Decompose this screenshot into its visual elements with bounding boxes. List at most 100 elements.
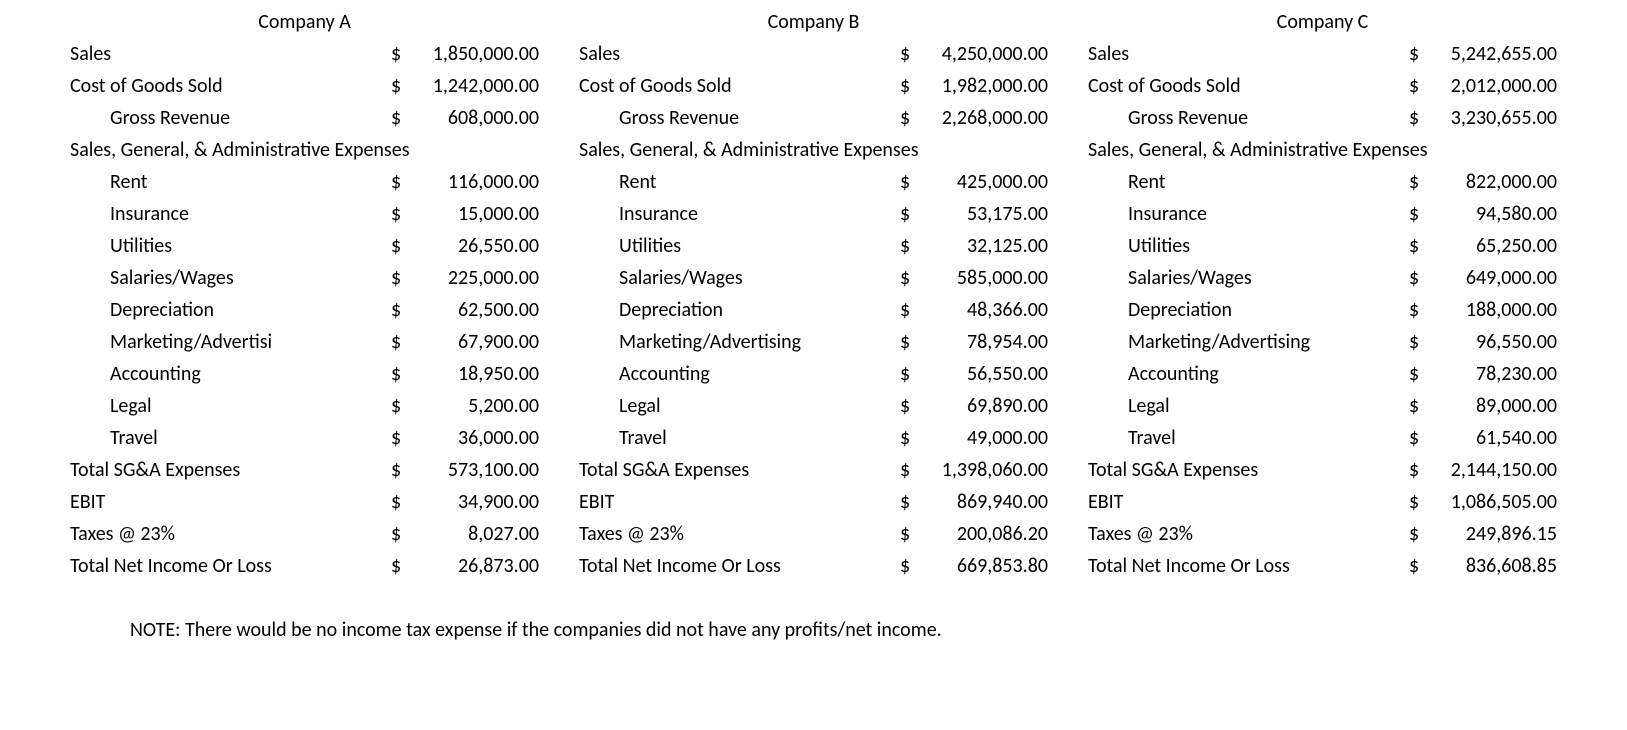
- row-sales: Sales $ 5,242,655.00: [1088, 38, 1557, 70]
- row-gross-revenue: Gross Revenue $ 3,230,655.00: [1088, 102, 1557, 134]
- currency-symbol: $: [391, 70, 409, 102]
- company-a-title: Company A: [70, 10, 539, 34]
- currency-symbol: $: [1409, 390, 1427, 422]
- label-depreciation: Depreciation: [579, 294, 900, 326]
- label-ebit: EBIT: [70, 486, 391, 518]
- value-depreciation: 62,500.00: [409, 294, 539, 326]
- value-taxes: 8,027.00: [409, 518, 539, 550]
- row-taxes: Taxes @ 23% $ 249,896.15: [1088, 518, 1557, 550]
- row-accounting: Accounting $ 78,230.00: [1088, 358, 1557, 390]
- row-net-income: Total Net Income Or Loss $ 836,608.85: [1088, 550, 1557, 582]
- label-net-income: Total Net Income Or Loss: [1088, 550, 1409, 582]
- label-utilities: Utilities: [70, 230, 391, 262]
- row-insurance: Insurance $ 94,580.00: [1088, 198, 1557, 230]
- label-taxes: Taxes @ 23%: [70, 518, 391, 550]
- label-net-income: Total Net Income Or Loss: [579, 550, 900, 582]
- sga-header: Sales, General, & Administrative Expense…: [70, 134, 539, 166]
- row-travel: Travel $ 36,000.00: [70, 422, 539, 454]
- row-rent: Rent $ 425,000.00: [579, 166, 1048, 198]
- value-salaries: 585,000.00: [918, 262, 1048, 294]
- value-rent: 116,000.00: [409, 166, 539, 198]
- row-legal: Legal $ 89,000.00: [1088, 390, 1557, 422]
- label-gross-revenue: Gross Revenue: [70, 102, 391, 134]
- value-travel: 61,540.00: [1427, 422, 1557, 454]
- currency-symbol: $: [1409, 38, 1427, 70]
- label-cogs: Cost of Goods Sold: [579, 70, 900, 102]
- value-insurance: 94,580.00: [1427, 198, 1557, 230]
- value-depreciation: 48,366.00: [918, 294, 1048, 326]
- label-taxes: Taxes @ 23%: [1088, 518, 1409, 550]
- value-cogs: 2,012,000.00: [1427, 70, 1557, 102]
- label-depreciation: Depreciation: [70, 294, 391, 326]
- currency-symbol: $: [1409, 102, 1427, 134]
- value-taxes: 200,086.20: [918, 518, 1048, 550]
- company-c-title: Company C: [1088, 10, 1557, 34]
- row-salaries: Salaries/Wages $ 585,000.00: [579, 262, 1048, 294]
- row-sales: Sales $ 1,850,000.00: [70, 38, 539, 70]
- value-rent: 425,000.00: [918, 166, 1048, 198]
- label-marketing: Marketing/Advertising: [579, 326, 900, 358]
- row-marketing: Marketing/Advertising $ 96,550.00: [1088, 326, 1557, 358]
- value-rent: 822,000.00: [1427, 166, 1557, 198]
- currency-symbol: $: [391, 358, 409, 390]
- currency-symbol: $: [391, 390, 409, 422]
- currency-symbol: $: [391, 326, 409, 358]
- currency-symbol: $: [900, 358, 918, 390]
- label-gross-revenue: Gross Revenue: [1088, 102, 1409, 134]
- row-legal: Legal $ 5,200.00: [70, 390, 539, 422]
- label-insurance: Insurance: [70, 198, 391, 230]
- label-sales: Sales: [70, 38, 391, 70]
- currency-symbol: $: [900, 70, 918, 102]
- currency-symbol: $: [900, 422, 918, 454]
- value-cogs: 1,242,000.00: [409, 70, 539, 102]
- row-utilities: Utilities $ 26,550.00: [70, 230, 539, 262]
- row-legal: Legal $ 69,890.00: [579, 390, 1048, 422]
- row-depreciation: Depreciation $ 188,000.00: [1088, 294, 1557, 326]
- currency-symbol: $: [391, 166, 409, 198]
- currency-symbol: $: [391, 550, 409, 582]
- footnote: NOTE: There would be no income tax expen…: [70, 618, 1557, 642]
- value-sales: 5,242,655.00: [1427, 38, 1557, 70]
- currency-symbol: $: [900, 198, 918, 230]
- value-net-income: 26,873.00: [409, 550, 539, 582]
- label-travel: Travel: [70, 422, 391, 454]
- currency-symbol: $: [1409, 550, 1427, 582]
- value-legal: 69,890.00: [918, 390, 1048, 422]
- currency-symbol: $: [1409, 518, 1427, 550]
- currency-symbol: $: [900, 550, 918, 582]
- value-marketing: 78,954.00: [918, 326, 1048, 358]
- label-sales: Sales: [1088, 38, 1409, 70]
- value-insurance: 53,175.00: [918, 198, 1048, 230]
- value-utilities: 26,550.00: [409, 230, 539, 262]
- currency-symbol: $: [1409, 422, 1427, 454]
- row-ebit: EBIT $ 869,940.00: [579, 486, 1048, 518]
- value-net-income: 669,853.80: [918, 550, 1048, 582]
- currency-symbol: $: [1409, 166, 1427, 198]
- label-insurance: Insurance: [579, 198, 900, 230]
- label-depreciation: Depreciation: [1088, 294, 1409, 326]
- row-depreciation: Depreciation $ 62,500.00: [70, 294, 539, 326]
- currency-symbol: $: [900, 166, 918, 198]
- currency-symbol: $: [900, 454, 918, 486]
- value-insurance: 15,000.00: [409, 198, 539, 230]
- value-legal: 5,200.00: [409, 390, 539, 422]
- row-accounting: Accounting $ 56,550.00: [579, 358, 1048, 390]
- currency-symbol: $: [900, 262, 918, 294]
- value-sales: 1,850,000.00: [409, 38, 539, 70]
- label-salaries: Salaries/Wages: [70, 262, 391, 294]
- currency-symbol: $: [391, 518, 409, 550]
- label-sales: Sales: [579, 38, 900, 70]
- label-gross-revenue: Gross Revenue: [579, 102, 900, 134]
- currency-symbol: $: [900, 518, 918, 550]
- row-net-income: Total Net Income Or Loss $ 26,873.00: [70, 550, 539, 582]
- value-gross-revenue: 3,230,655.00: [1427, 102, 1557, 134]
- label-ebit: EBIT: [579, 486, 900, 518]
- income-statement-comparison: Company A Sales $ 1,850,000.00 Cost of G…: [70, 10, 1557, 582]
- currency-symbol: $: [1409, 294, 1427, 326]
- row-travel: Travel $ 49,000.00: [579, 422, 1048, 454]
- value-salaries: 225,000.00: [409, 262, 539, 294]
- row-sales: Sales $ 4,250,000.00: [579, 38, 1048, 70]
- label-travel: Travel: [1088, 422, 1409, 454]
- value-accounting: 78,230.00: [1427, 358, 1557, 390]
- label-legal: Legal: [579, 390, 900, 422]
